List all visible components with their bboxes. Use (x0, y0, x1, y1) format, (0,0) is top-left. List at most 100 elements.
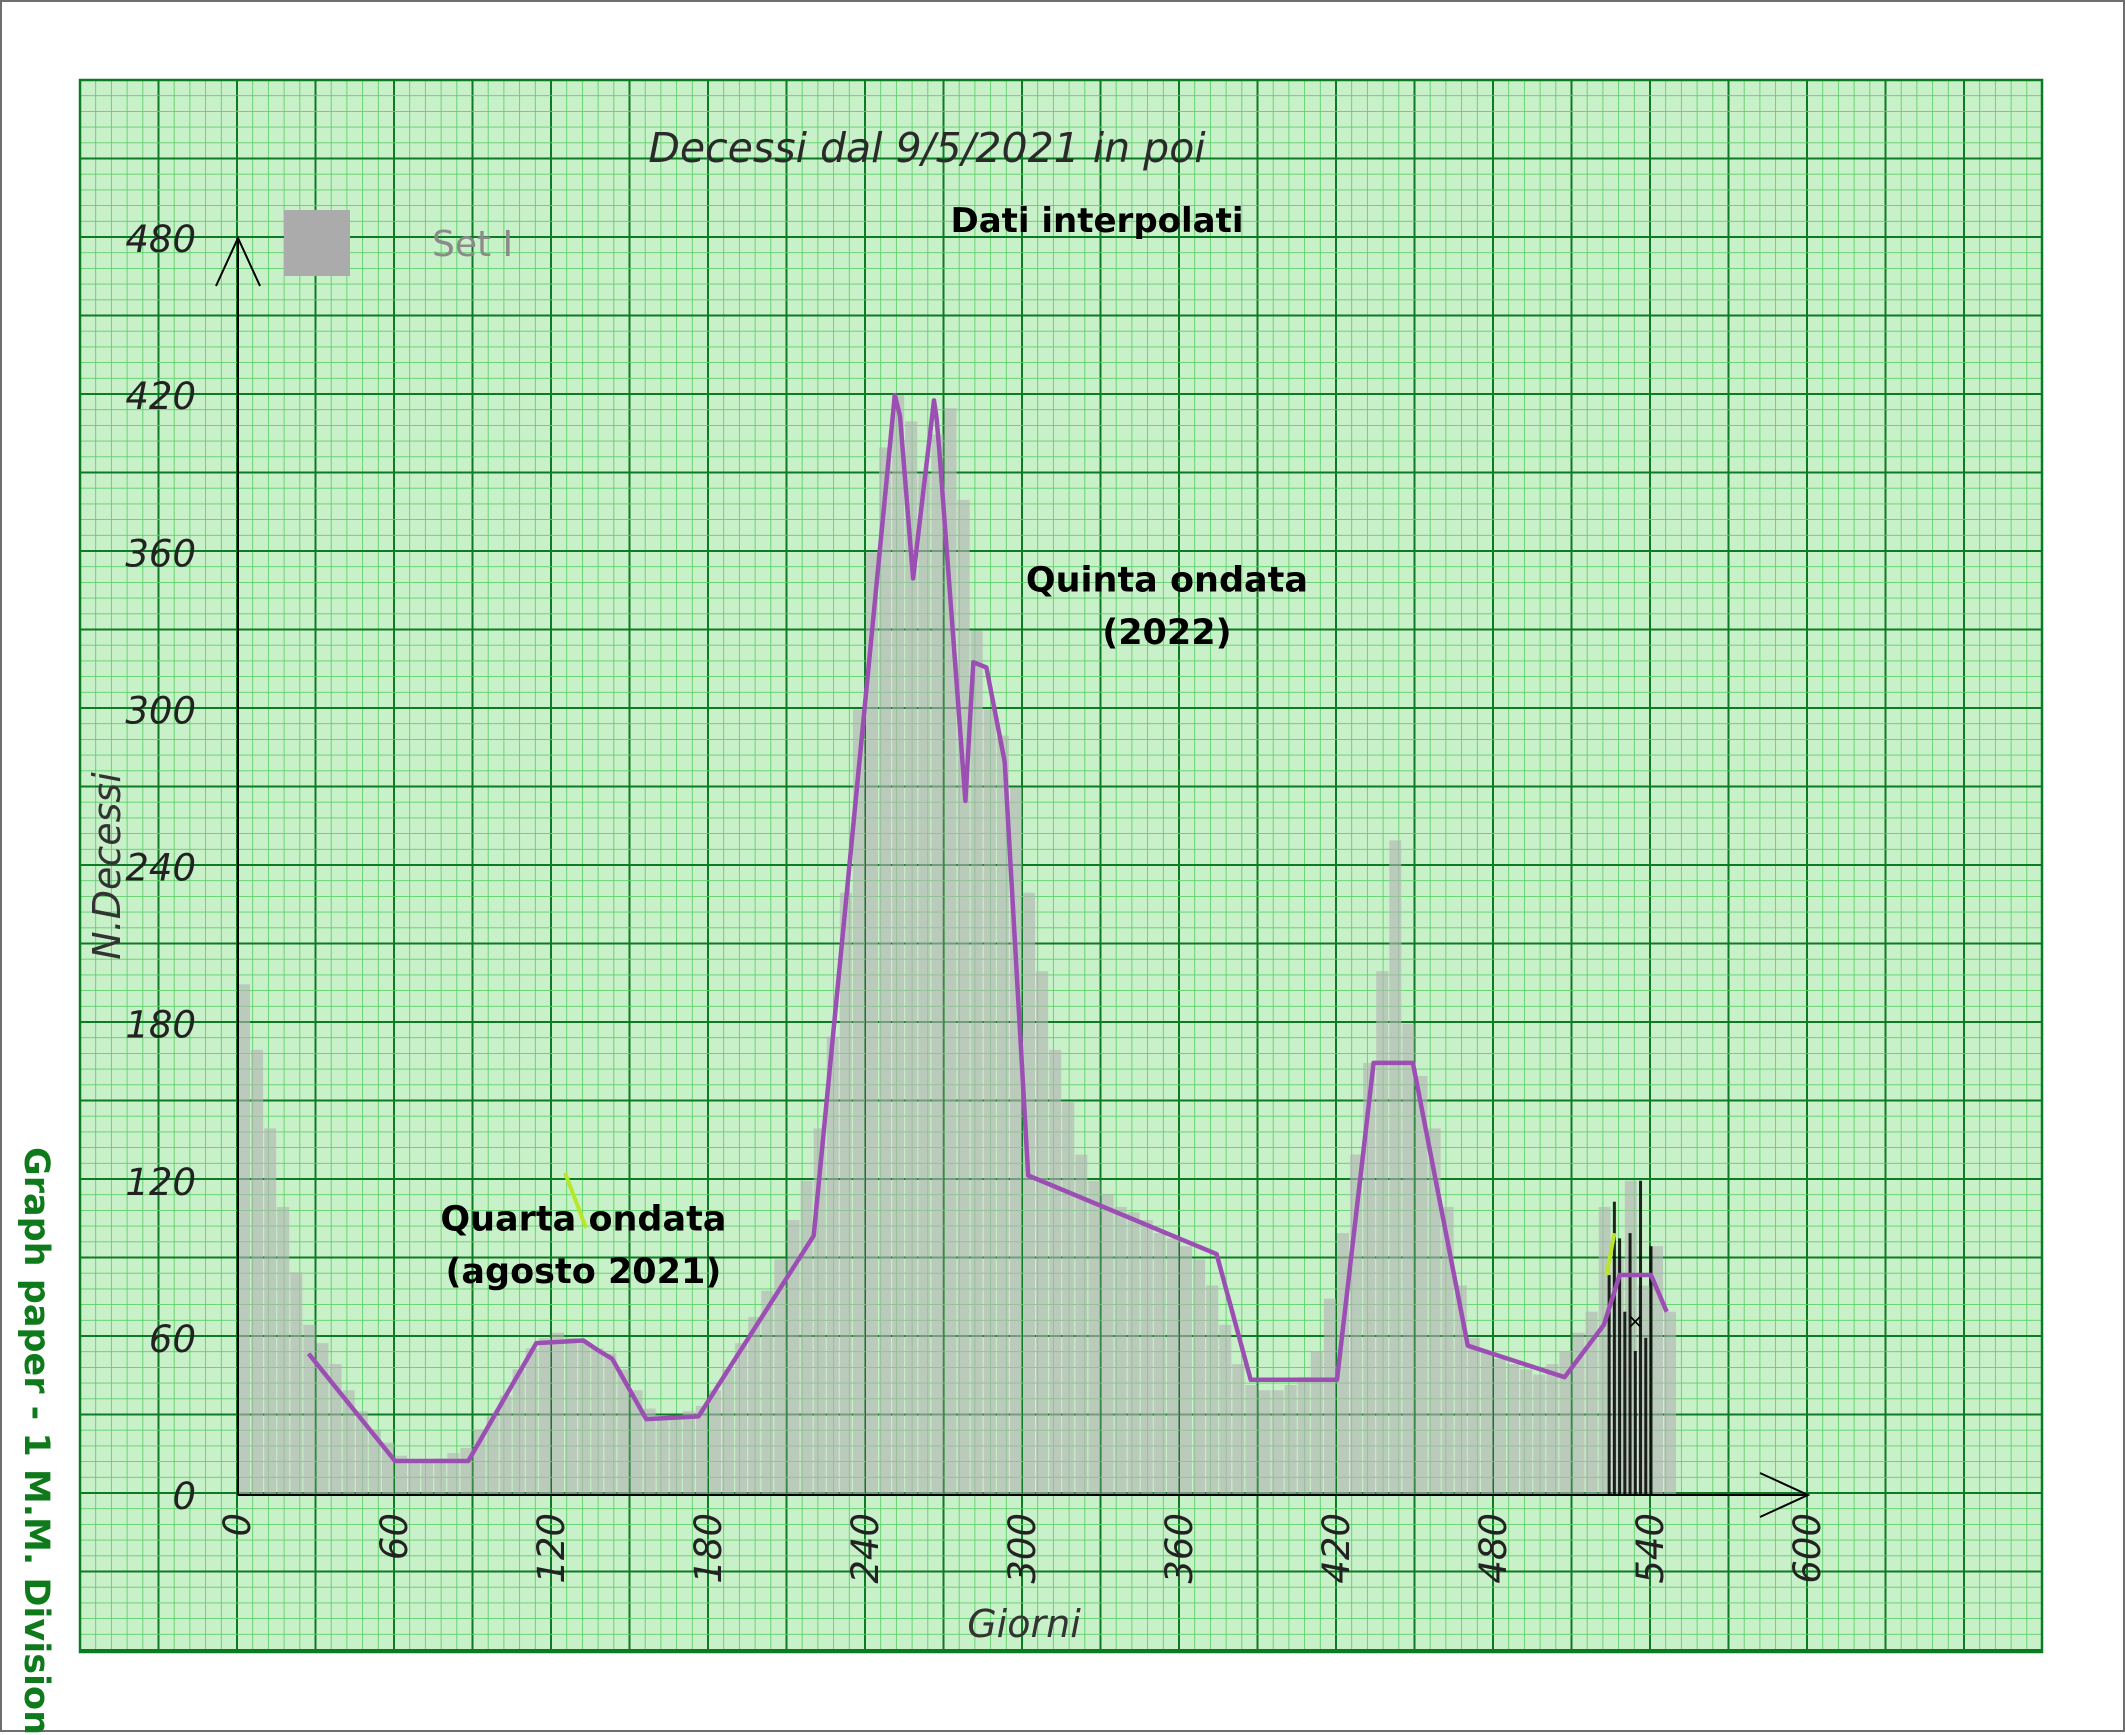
bar (1245, 1385, 1258, 1495)
bar-series-set-i (238, 395, 1677, 1495)
y-tick-label: 480 (125, 218, 196, 261)
bar (1480, 1350, 1493, 1495)
y-tick-label: 240 (125, 847, 196, 890)
bar (826, 1036, 839, 1495)
bar (931, 434, 944, 1495)
x-tick-label: 240 (844, 1513, 887, 1584)
bar (682, 1411, 695, 1495)
bar (1467, 1337, 1480, 1495)
x-tick-label: 180 (687, 1513, 730, 1584)
y-tick-label: 180 (125, 1004, 196, 1047)
x-tick-label: 420 (1315, 1513, 1358, 1584)
bar (525, 1348, 538, 1495)
bar (1140, 1220, 1153, 1495)
bar (983, 709, 996, 1495)
bar (1651, 1246, 1663, 1495)
bar (395, 1455, 407, 1495)
x-tick-label: 480 (1472, 1513, 1515, 1584)
bar (1193, 1259, 1206, 1495)
bar (852, 709, 865, 1495)
x-tick-label: 60 (373, 1513, 416, 1560)
bar (355, 1411, 368, 1495)
bar (695, 1405, 708, 1495)
bar (1271, 1390, 1284, 1495)
y-tick-label: 60 (149, 1318, 196, 1361)
bar (735, 1343, 748, 1495)
y-tick-label: 120 (125, 1161, 196, 1204)
bar (709, 1390, 721, 1495)
bar (303, 1324, 316, 1495)
bar (996, 735, 1009, 1495)
annotation-label: (agosto 2021) (445, 1252, 721, 1292)
bar (499, 1395, 512, 1495)
bar (1428, 1128, 1441, 1495)
bar (1546, 1364, 1559, 1495)
bar (1114, 1206, 1127, 1495)
annotation-label: Quinta ondata (1026, 561, 1308, 601)
bar (552, 1332, 564, 1495)
bar (565, 1337, 578, 1495)
bar (1166, 1238, 1179, 1495)
bar (578, 1343, 591, 1495)
bar (1559, 1350, 1572, 1495)
bar (591, 1348, 604, 1495)
annotation-pointer (563, 1172, 588, 1229)
bar (1153, 1233, 1166, 1495)
bar (1062, 1102, 1075, 1495)
bar (238, 984, 250, 1495)
bar (1389, 840, 1402, 1495)
bar (1310, 1350, 1323, 1495)
bar (1075, 1154, 1088, 1495)
bar (1376, 971, 1389, 1495)
bar (1232, 1364, 1245, 1495)
bar (905, 421, 918, 1495)
interpolated-line-series (306, 392, 1669, 1464)
bar (1520, 1369, 1533, 1495)
y-tick-label: 420 (125, 375, 196, 418)
bar (1101, 1193, 1114, 1495)
bar (1533, 1374, 1546, 1495)
bar-dark (1644, 1337, 1648, 1495)
x-axis-label: Giorni (967, 1602, 1081, 1646)
y-axis-label: N.Decessi (85, 772, 129, 960)
bar (1049, 1049, 1062, 1495)
bar (774, 1259, 787, 1495)
bar-dark (1623, 1311, 1627, 1495)
bar (434, 1458, 447, 1495)
bar (1009, 787, 1022, 1495)
bar (408, 1460, 421, 1495)
bar (512, 1369, 525, 1495)
x-tick-label: 120 (530, 1513, 573, 1584)
annotation-pointer (1604, 1232, 1617, 1276)
bar (486, 1416, 499, 1495)
bar (1036, 971, 1049, 1495)
bar (800, 1180, 813, 1495)
bar-dark (1612, 1201, 1616, 1495)
interpolated-line (306, 392, 1669, 1464)
bar (1415, 1076, 1428, 1495)
bar-dark (1607, 1275, 1611, 1495)
bar-dark (1649, 1246, 1653, 1495)
bar (1572, 1332, 1585, 1495)
bar (368, 1429, 381, 1495)
cross-marker: × (1627, 1309, 1644, 1333)
bar (1323, 1298, 1336, 1495)
bar (329, 1364, 342, 1495)
y-tick-label: 0 (172, 1475, 196, 1518)
bar (538, 1337, 551, 1495)
bar (957, 499, 970, 1495)
bar (839, 892, 852, 1495)
bar-dark (1633, 1350, 1637, 1495)
bar (1127, 1212, 1140, 1495)
x-tick-label: 300 (1001, 1513, 1044, 1584)
bar (892, 395, 905, 1495)
bar (264, 1128, 277, 1495)
bar (1494, 1358, 1506, 1495)
bar (970, 630, 983, 1495)
graph-paper-side-label: Graph paper - 1 M.M. Division (16, 1147, 56, 1735)
bar (316, 1343, 329, 1495)
bar (1454, 1285, 1467, 1495)
x-axis-arrow (1759, 1472, 1811, 1518)
